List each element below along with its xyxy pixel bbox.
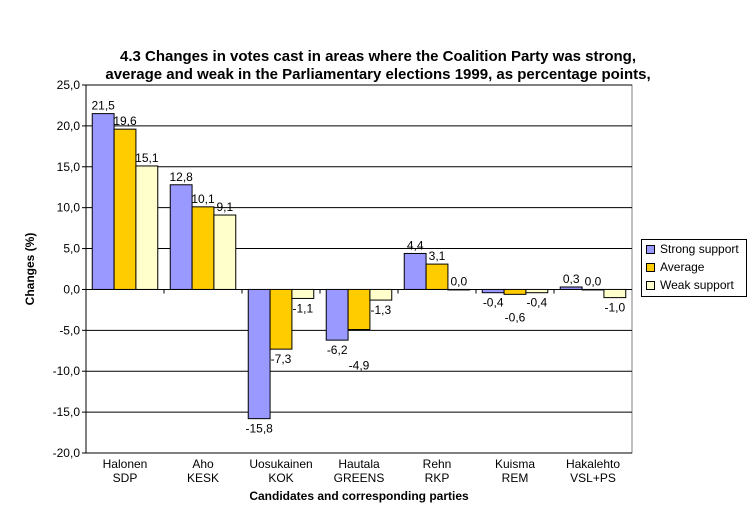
bar	[191, 206, 215, 290]
bar	[481, 288, 505, 294]
x-tick-label: Halonen	[103, 457, 148, 471]
data-label: 15,1	[135, 151, 159, 165]
bar	[247, 288, 271, 420]
data-label: -15,8	[245, 422, 273, 436]
bar	[91, 113, 115, 290]
bar	[369, 288, 393, 301]
x-axis-label: Candidates and corresponding parties	[249, 489, 469, 503]
x-tick-label: RKP	[425, 471, 450, 485]
y-tick-label: 0,0	[63, 282, 80, 296]
y-tick-label: -20,0	[53, 446, 81, 460]
bar	[559, 286, 583, 290]
legend-item: Strong support	[642, 240, 746, 258]
bar	[291, 288, 315, 299]
bar	[213, 214, 237, 290]
legend-label: Average	[660, 260, 705, 274]
legend-swatch	[646, 262, 655, 272]
data-label: 0,3	[563, 272, 580, 286]
x-tick-label: Hautala	[338, 457, 380, 471]
legend-item: Average	[642, 258, 746, 276]
y-tick-label: -15,0	[53, 405, 81, 419]
data-label: -1,3	[370, 303, 391, 317]
data-label: -0,4	[526, 296, 547, 310]
legend: Strong support Average Weak support	[641, 239, 747, 297]
y-tick-label: 15,0	[57, 160, 81, 174]
title-line: average and weak in the Parliamentary el…	[105, 66, 651, 83]
x-tick-label: VSL+PS	[570, 471, 616, 485]
bar	[403, 252, 427, 290]
y-tick-label: 5,0	[63, 242, 80, 256]
x-tick-label: SDP	[113, 471, 138, 485]
data-label: 9,1	[216, 200, 233, 214]
data-label: 12,8	[169, 170, 193, 184]
y-tick-label: -5,0	[59, 323, 80, 337]
data-label: 19,6	[113, 114, 137, 128]
data-label: 4,4	[407, 238, 424, 252]
bar	[447, 288, 471, 291]
bar	[425, 263, 449, 290]
y-tick-label: 20,0	[57, 119, 81, 133]
data-label: -4,9	[349, 359, 370, 373]
bar	[603, 288, 627, 299]
x-tick-label: REM	[502, 471, 529, 485]
data-label: 3,1	[429, 249, 446, 263]
y-axis-label: Changes (%)	[23, 232, 37, 306]
y-tick-label: -10,0	[53, 364, 81, 378]
data-label: -7,3	[271, 352, 292, 366]
bar	[113, 128, 137, 290]
bar	[525, 288, 549, 294]
bar	[347, 288, 371, 331]
plot-background	[85, 84, 633, 454]
legend-swatch	[646, 244, 655, 254]
data-label: -1,1	[292, 301, 313, 315]
y-tick-label: 10,0	[57, 201, 81, 215]
x-tick-label: Rehn	[423, 457, 452, 471]
data-label: -6,2	[327, 343, 348, 357]
x-tick-label: Hakalehto	[566, 457, 620, 471]
x-tick-label: KESK	[187, 471, 219, 485]
legend-label: Weak support	[660, 278, 734, 292]
bar	[325, 288, 349, 341]
legend-swatch	[646, 280, 655, 290]
title-line: 4.3 Changes in votes cast in areas where…	[120, 48, 636, 65]
x-tick-label: KOK	[268, 471, 293, 485]
legend-label: Strong support	[660, 242, 739, 256]
bar	[169, 184, 193, 290]
data-label: 0,0	[450, 274, 467, 288]
x-tick-label: Uosukainen	[249, 457, 312, 471]
data-label: -1,0	[604, 301, 625, 315]
data-label: 0,0	[585, 274, 602, 288]
y-tick-label: 25,0	[57, 78, 81, 92]
bar	[135, 165, 159, 290]
x-tick-label: GREENS	[334, 471, 385, 485]
data-label: -0,4	[483, 296, 504, 310]
x-tick-label: Aho	[192, 457, 214, 471]
bar	[269, 288, 293, 350]
data-label: -0,6	[505, 310, 526, 324]
legend-item: Weak support	[642, 276, 746, 294]
bar	[503, 288, 527, 295]
data-label: 10,1	[191, 192, 215, 206]
bar	[581, 288, 605, 291]
x-tick-label: Kuisma	[495, 457, 535, 471]
data-label: 21,5	[91, 99, 115, 113]
